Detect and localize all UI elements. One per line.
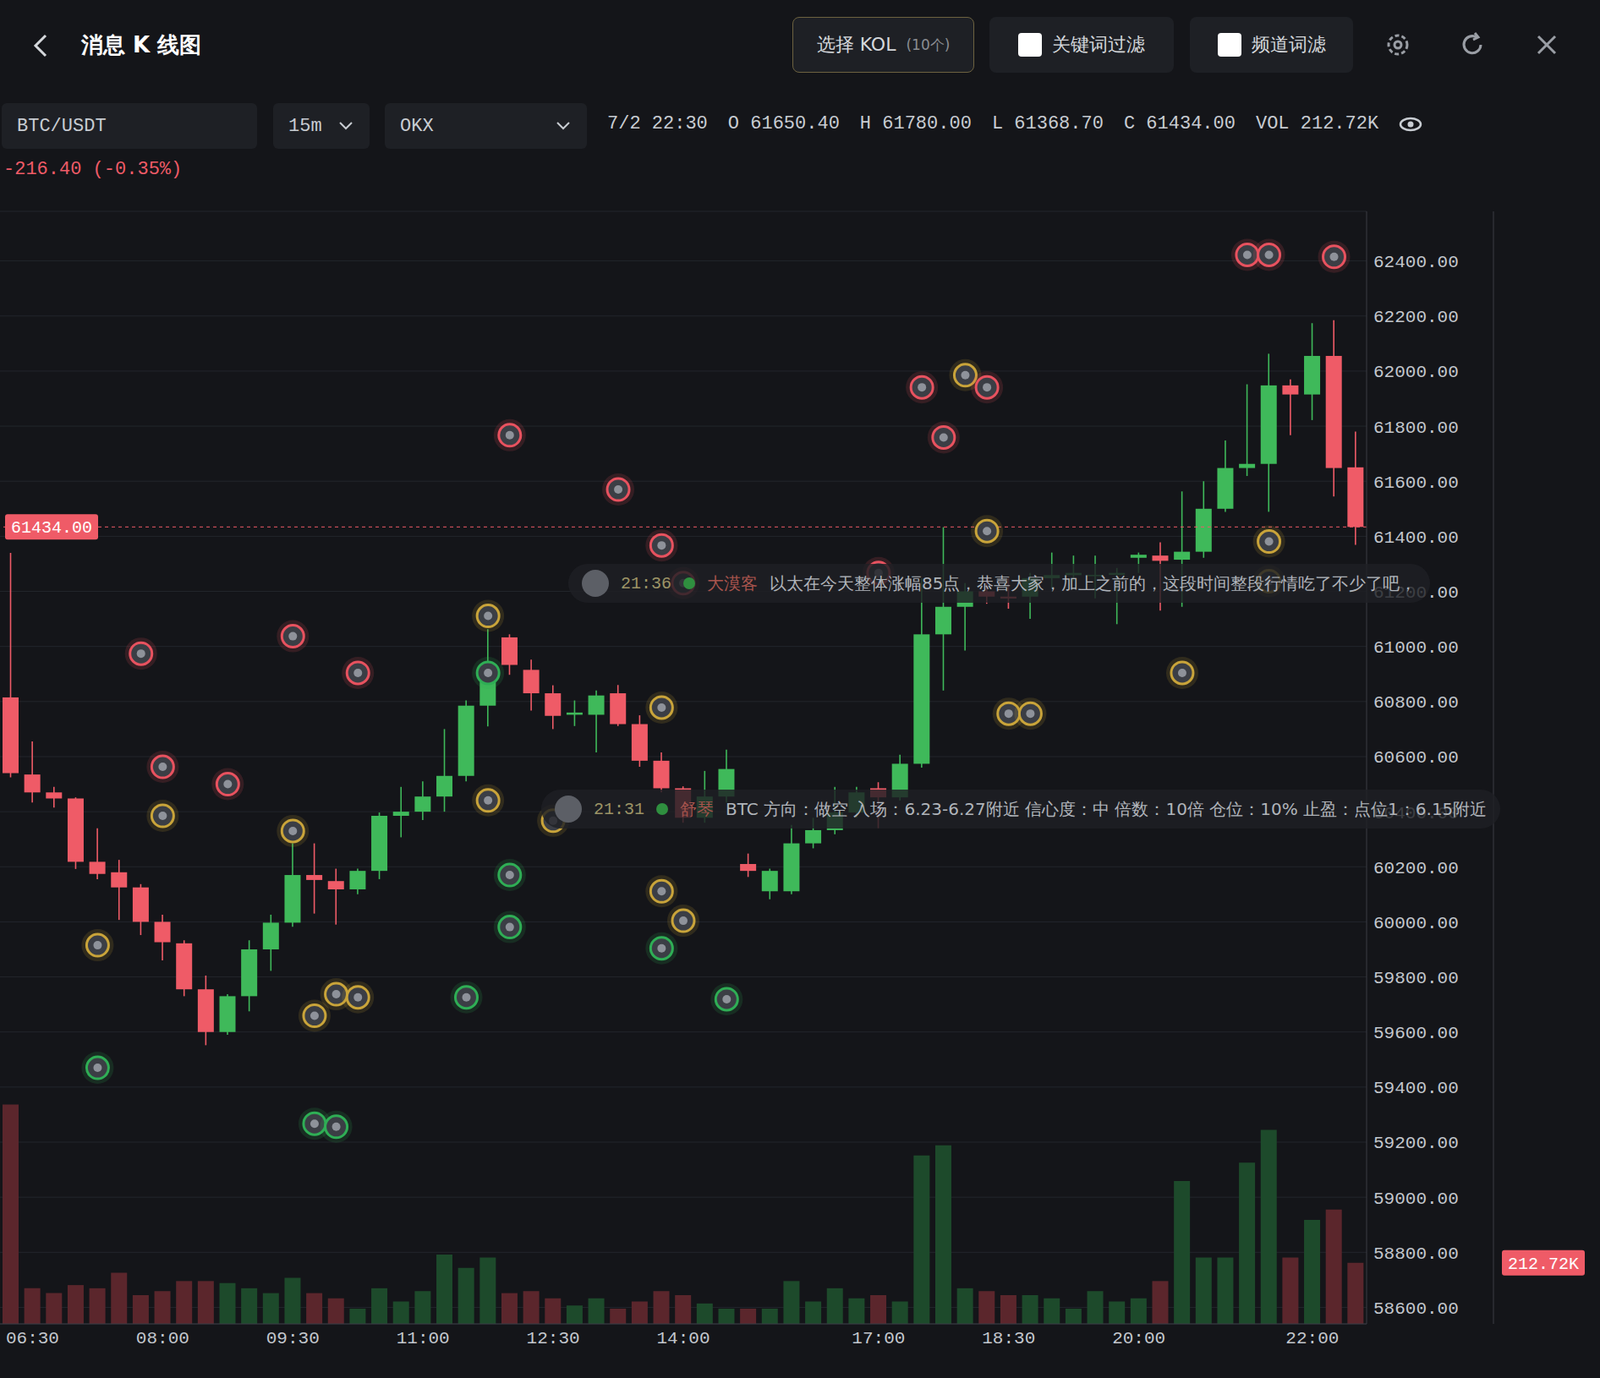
svg-text:17:00: 17:00 xyxy=(851,1329,905,1349)
svg-text:18:30: 18:30 xyxy=(981,1329,1036,1349)
svg-text:08:00: 08:00 xyxy=(136,1329,190,1349)
html-text:(10个): (10个) xyxy=(906,35,950,53)
svg-text:60800.00: 60800.00 xyxy=(1373,693,1459,713)
html-text:21:36: 21:36 xyxy=(620,573,672,594)
svg-text:61800.00: 61800.00 xyxy=(1373,418,1459,439)
html-text:关键词过滤: 关键词过滤 xyxy=(1052,33,1146,55)
svg-text:59000.00: 59000.00 xyxy=(1373,1189,1459,1210)
svg-text:61434.00: 61434.00 xyxy=(10,518,93,538)
svg-text:59800.00: 59800.00 xyxy=(1373,969,1459,989)
html-text:舒琴: 舒琴 xyxy=(679,798,714,820)
svg-text:20:00: 20:00 xyxy=(1112,1329,1166,1349)
svg-text:212.72K: 212.72K xyxy=(1507,1254,1579,1275)
svg-text:14:00: 14:00 xyxy=(656,1329,710,1349)
svg-text:62200.00: 62200.00 xyxy=(1373,307,1459,328)
svg-text:62000.00: 62000.00 xyxy=(1373,362,1459,383)
svg-text:60600.00: 60600.00 xyxy=(1373,748,1459,768)
svg-text:61600.00: 61600.00 xyxy=(1373,473,1459,494)
html-text:7/2 22:30: 7/2 22:30 xyxy=(607,113,708,135)
svg-text:58800.00: 58800.00 xyxy=(1373,1244,1459,1265)
html-text:消息 K 线图: 消息 K 线图 xyxy=(81,32,202,58)
html-text:选择 KOL: 选择 KOL xyxy=(816,33,896,55)
html-text:以太在今天整体涨幅85点，恭喜大家，加上之前的，这段时间整段: 以太在今天整体涨幅85点，恭喜大家，加上之前的，这段时间整段行情吃了不少了吧， xyxy=(769,572,1417,594)
html-text:OKX: OKX xyxy=(400,115,434,137)
svg-text:59600.00: 59600.00 xyxy=(1373,1024,1459,1044)
html-text:C: C xyxy=(1123,113,1135,135)
svg-text:12:30: 12:30 xyxy=(526,1329,581,1349)
html-text:61434.00: 61434.00 xyxy=(1146,113,1236,135)
html-text:61780.00: 61780.00 xyxy=(882,113,972,135)
html-text:15m: 15m xyxy=(288,115,322,137)
svg-text:60200.00: 60200.00 xyxy=(1373,859,1459,879)
html-text:BTC 方向：做空 入场：6.23-6.27附近 信心度：中: BTC 方向：做空 入场：6.23-6.27附近 信心度：中 倍数：10倍 仓位… xyxy=(725,798,1487,820)
html-text:212.72K: 212.72K xyxy=(1300,113,1379,135)
svg-text:61400.00: 61400.00 xyxy=(1373,528,1459,548)
svg-text:59400.00: 59400.00 xyxy=(1373,1079,1459,1099)
svg-text:11:00: 11:00 xyxy=(396,1329,450,1349)
html-text:H: H xyxy=(859,113,872,135)
svg-text:59200.00: 59200.00 xyxy=(1373,1134,1459,1154)
html-text:-216.40 (-0.35%): -216.40 (-0.35%) xyxy=(3,158,182,181)
svg-text:61000.00: 61000.00 xyxy=(1373,638,1459,658)
html-text:O: O xyxy=(727,113,740,135)
html-text:BTC/USDT: BTC/USDT xyxy=(16,115,107,137)
html-text:VOL: VOL xyxy=(1255,113,1290,135)
svg-text:22:00: 22:00 xyxy=(1285,1329,1339,1349)
svg-text:62400.00: 62400.00 xyxy=(1373,252,1459,273)
html-text:大漠客: 大漠客 xyxy=(706,572,758,594)
html-text:61368.70: 61368.70 xyxy=(1014,113,1104,135)
svg-text:58600.00: 58600.00 xyxy=(1373,1299,1459,1320)
html-text:61650.40: 61650.40 xyxy=(750,113,840,135)
svg-text:60000.00: 60000.00 xyxy=(1373,914,1459,934)
svg-text:06:30: 06:30 xyxy=(5,1329,60,1349)
svg-text:09:30: 09:30 xyxy=(266,1329,320,1349)
html-text:L: L xyxy=(991,113,1004,135)
html-text:21:31: 21:31 xyxy=(593,799,645,820)
html-text:频道词滤: 频道词滤 xyxy=(1251,33,1326,55)
